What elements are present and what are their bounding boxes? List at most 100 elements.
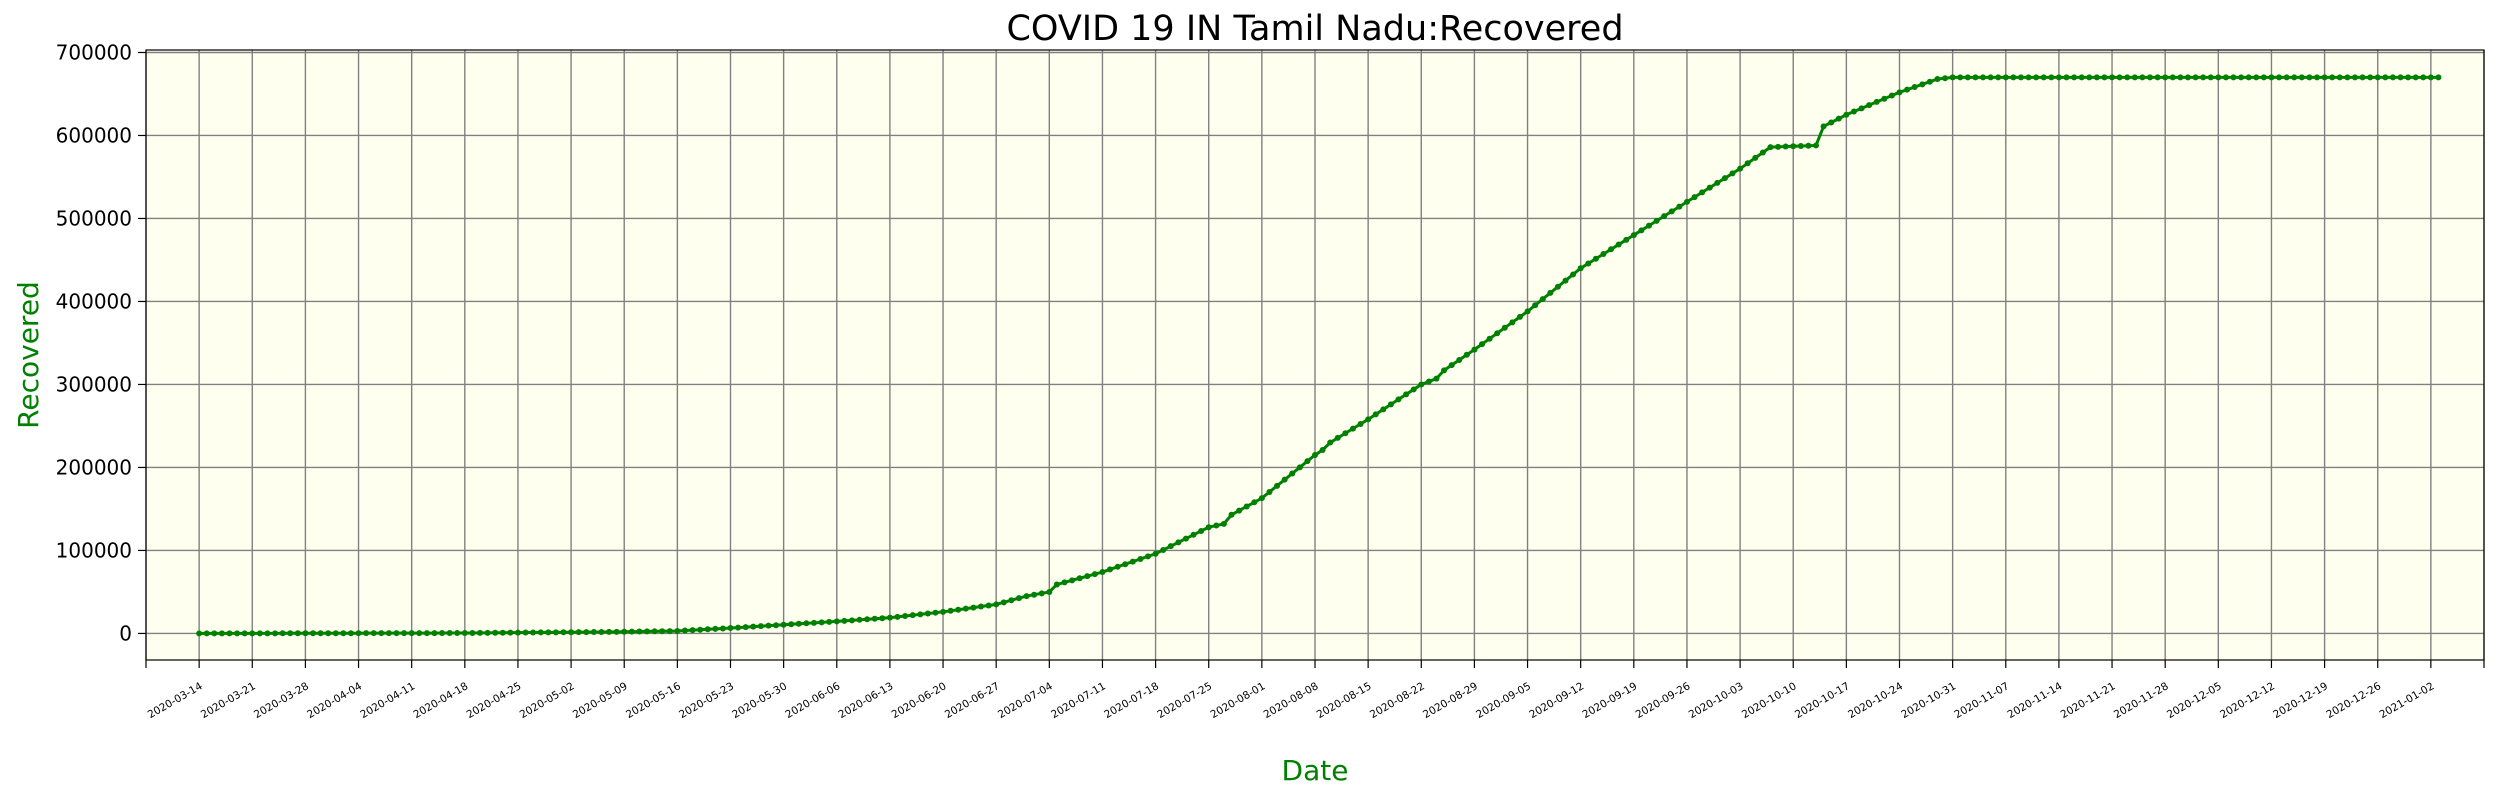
data-point (765, 622, 772, 629)
x-tick-label: 2020-11-14 (2006, 680, 2065, 721)
y-axis: 0 100000 200000 300000 400000 500000 600000 700… (56, 40, 146, 645)
data-point (1296, 464, 1303, 471)
data-point (1205, 524, 1212, 531)
x-tick-label: 2020-10-31 (1899, 680, 1958, 721)
data-point (1509, 319, 1516, 326)
data-point (1972, 74, 1979, 81)
data-point (1281, 476, 1288, 483)
data-point (522, 629, 529, 636)
x-tick-label: 2020-09-19 (1580, 680, 1639, 721)
x-tick-label: 2020-04-18 (411, 680, 470, 721)
x-tick-label: 2020-05-09 (571, 680, 630, 721)
data-point (537, 629, 544, 636)
data-point (347, 630, 354, 637)
grid-lines (145, 50, 2485, 660)
x-axis: 2020-03-142020-03-212020-03-282020-04-04… (145, 660, 2485, 721)
data-point (1319, 447, 1326, 454)
data-point (1721, 175, 1728, 182)
data-point (2359, 74, 2366, 81)
data-point (2298, 74, 2305, 81)
data-point (1334, 434, 1341, 441)
x-tick-label: 2020-07-04 (996, 680, 1055, 721)
data-point (2017, 74, 2024, 81)
data-point (2283, 74, 2290, 81)
data-point (2116, 74, 2123, 81)
data-point (1114, 563, 1121, 570)
data-point (226, 630, 233, 637)
data-point (2427, 74, 2434, 81)
data-point (1213, 522, 1220, 529)
data-point (196, 630, 203, 637)
y-tick-label: 400000 (56, 289, 132, 313)
x-tick-label: 2020-05-16 (624, 680, 683, 721)
data-point (2086, 74, 2093, 81)
data-point (461, 630, 468, 637)
x-tick-label: 2020-10-03 (1687, 680, 1746, 721)
data-point (2048, 74, 2055, 81)
data-point (1372, 411, 1379, 418)
data-point (1957, 74, 1964, 81)
x-tick-label: 2020-04-04 (305, 680, 364, 721)
data-point (2230, 74, 2237, 81)
data-point (1403, 391, 1410, 398)
data-point (264, 630, 271, 637)
data-point (1843, 111, 1850, 118)
data-point (1433, 375, 1440, 382)
data-point (1600, 251, 1607, 258)
data-point (1668, 208, 1675, 215)
data-point (1289, 470, 1296, 477)
data-point (279, 630, 286, 637)
data-point (370, 630, 377, 637)
data-point (970, 604, 977, 611)
data-point (545, 629, 552, 636)
data-point (1023, 593, 1030, 600)
data-point (1744, 160, 1751, 167)
data-point (2405, 74, 2412, 81)
data-point (393, 630, 400, 637)
data-point (1676, 203, 1683, 210)
data-point (1683, 198, 1690, 205)
data-point (1706, 184, 1713, 191)
y-tick-label: 500000 (56, 206, 132, 230)
data-point (1623, 236, 1630, 243)
data-point (439, 630, 446, 637)
data-point (1752, 154, 1759, 161)
data-point (1137, 555, 1144, 562)
x-tick-label: 2020-03-28 (252, 680, 311, 721)
data-point (879, 615, 886, 622)
data-point (1190, 531, 1197, 538)
data-point (2268, 74, 2275, 81)
data-point (613, 628, 620, 635)
data-point (924, 610, 931, 617)
data-point (848, 617, 855, 624)
data-point (1084, 573, 1091, 580)
data-point (1691, 194, 1698, 201)
data-point (978, 603, 984, 610)
x-tick-label: 2020-12-26 (2324, 680, 2383, 721)
data-point (1630, 232, 1637, 239)
data-point (1737, 165, 1744, 172)
data-point (1539, 296, 1546, 303)
data-point (917, 611, 924, 618)
y-tick-label: 100000 (56, 538, 132, 562)
data-point (1015, 595, 1022, 602)
data-point (1228, 511, 1235, 518)
data-point (818, 619, 825, 626)
data-point (985, 602, 992, 609)
data-point (1911, 84, 1918, 91)
data-point (1516, 313, 1523, 320)
data-point (423, 630, 430, 637)
data-point (871, 615, 878, 622)
data-point (2207, 74, 2214, 81)
x-tick-label: 2020-11-28 (2112, 680, 2171, 721)
x-tick-label: 2020-12-12 (2218, 680, 2277, 721)
data-point (1873, 98, 1880, 105)
data-point (1562, 277, 1569, 284)
y-tick-label: 0 (119, 621, 132, 645)
data-point (287, 630, 294, 637)
data-point (1987, 74, 1994, 81)
data-point (2154, 74, 2161, 81)
data-point (203, 630, 210, 637)
data-point (1220, 520, 1227, 527)
